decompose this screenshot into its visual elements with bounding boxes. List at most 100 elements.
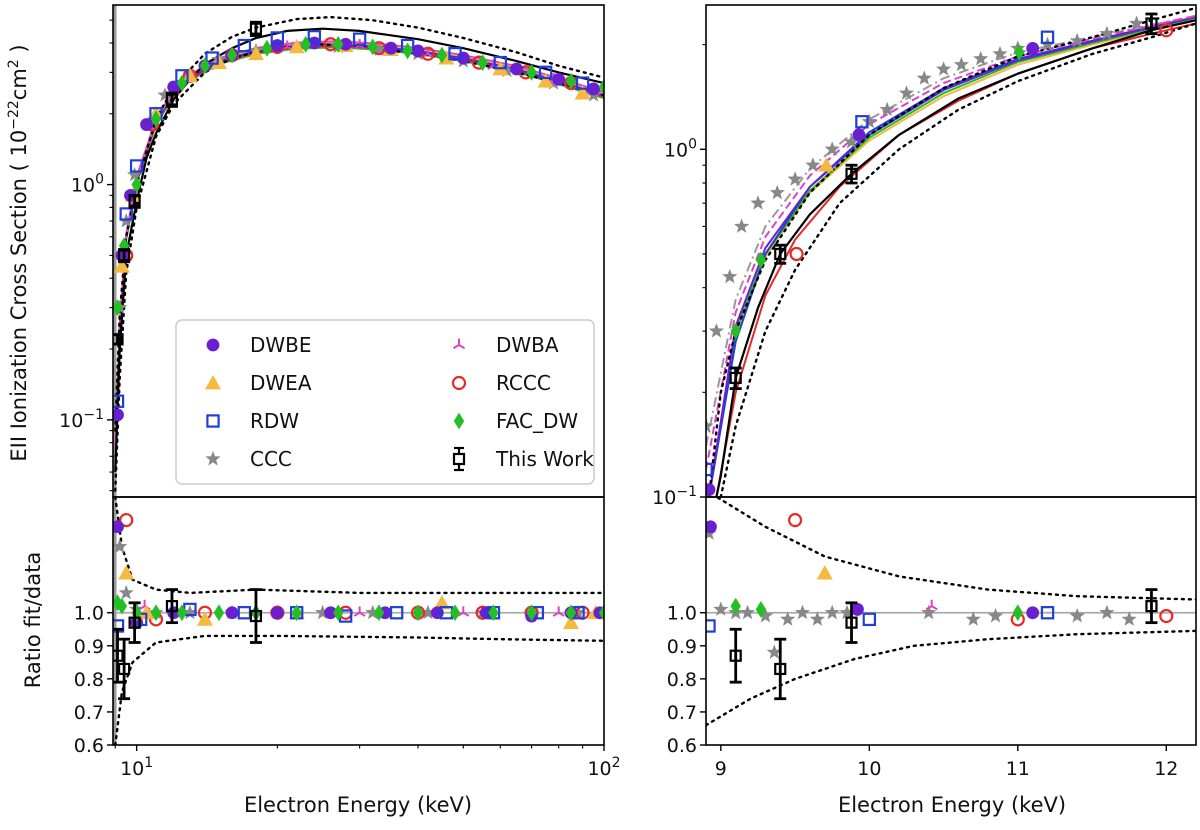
point-ccc-3 — [734, 218, 750, 233]
y-tick-label-2: 0.8 — [667, 669, 697, 691]
point-ccc-9 — [420, 604, 436, 620]
point-dwbe-9 — [339, 37, 353, 51]
point-rdw-9 — [352, 32, 367, 46]
point-dwea-11 — [537, 73, 554, 88]
point-fac-dw-14 — [526, 63, 537, 81]
point-rccc-0 — [789, 246, 804, 262]
point-this-work-1 — [117, 637, 131, 701]
point-fac-dw-2 — [131, 176, 142, 194]
point-ccc-14 — [1069, 608, 1085, 623]
point-ccc-7 — [805, 157, 821, 172]
point-ccc-1 — [708, 323, 724, 338]
point-fac-dw-12 — [436, 46, 448, 64]
point-fac-dw-1 — [755, 251, 767, 269]
point-dwba-3 — [457, 606, 470, 617]
point-dwea-0 — [118, 565, 135, 580]
point-rdw-6 — [237, 38, 252, 53]
point-fac-dw-15 — [565, 72, 577, 90]
point-ccc-16 — [1121, 611, 1137, 626]
point-ccc-0 — [706, 418, 714, 433]
right-top-plot-area — [706, 6, 1196, 497]
point-dwea-5 — [247, 45, 264, 61]
point-rdw-7 — [270, 31, 285, 45]
legend-marker-rccc — [451, 375, 467, 391]
fit-dotted-lower — [706, 629, 1196, 727]
x-tick-label-0: 9 — [715, 758, 727, 780]
y-tick-label-1: 0.7 — [74, 702, 104, 724]
point-fac-dw-9 — [333, 35, 344, 53]
point-ccc-6 — [787, 171, 803, 186]
point-dwbe-4 — [167, 80, 181, 94]
point-this-work-4 — [249, 20, 263, 37]
point-ccc-2 — [127, 166, 143, 182]
legend-marker-dwea — [205, 375, 221, 390]
point-dwea-0 — [818, 157, 835, 172]
point-ccc-21 — [1099, 25, 1115, 41]
point-rdw-14 — [575, 76, 590, 90]
point-rdw-5 — [205, 51, 219, 65]
point-fac-dw-0 — [113, 299, 123, 317]
right-bottom-panel: 0.6 0.7 0.8 0.9 1.0 9 10 11 12 — [667, 496, 1197, 780]
point-fac-dw-7 — [291, 604, 302, 622]
point-rdw-1 — [119, 207, 133, 221]
point-fac-dw-4 — [176, 604, 188, 622]
point-dwbe-4 — [270, 606, 284, 620]
point-fac-dw-2 — [1014, 43, 1025, 61]
point-fac-dw-8 — [300, 35, 311, 53]
point-dwbe-2 — [1026, 42, 1040, 55]
point-fac-dw-1 — [118, 237, 130, 255]
point-dwbe-0 — [706, 483, 716, 497]
point-this-work-4 — [249, 588, 263, 644]
fit-dotted-upper — [714, 497, 1196, 601]
point-dwea-0 — [816, 565, 833, 580]
point-fac-dw-4 — [176, 74, 188, 92]
left-top-plot-area — [113, 5, 604, 497]
point-dwea-2 — [196, 611, 213, 626]
point-this-work-3 — [165, 91, 179, 108]
point-fac-dw-3 — [150, 110, 162, 128]
point-ccc-12 — [965, 611, 981, 626]
point-this-work-0 — [729, 627, 742, 684]
point-fac-dw-14 — [565, 604, 577, 622]
fit-purple — [708, 16, 1196, 497]
point-dwea-4 — [433, 594, 450, 610]
point-rccc-0 — [787, 513, 803, 528]
y-tick-label-2: 0.8 — [74, 669, 104, 691]
point-ccc-5 — [766, 644, 782, 659]
point-ccc-7 — [794, 604, 811, 620]
point-this-work-0 — [729, 366, 742, 391]
point-fac-dw-3 — [150, 604, 162, 622]
y-tick-label-0: 0.6 — [667, 735, 697, 757]
point-ccc-4 — [182, 604, 198, 620]
legend-marker-dwba — [452, 338, 466, 350]
legend-label-ccc: CCC — [250, 447, 292, 471]
point-ccc-12 — [898, 85, 915, 100]
point-this-work-2 — [128, 193, 141, 209]
point-fac-dw-6 — [226, 46, 238, 64]
point-dwbe-3 — [140, 118, 153, 131]
point-fac-dw-13 — [477, 54, 488, 72]
point-ccc-8 — [809, 611, 825, 626]
y-tick-label-1: 0.7 — [667, 702, 697, 724]
point-ccc-7 — [315, 604, 331, 620]
point-dwbe-3 — [225, 606, 239, 620]
legend-marker-ccc — [205, 451, 221, 466]
point-ccc-11 — [879, 101, 895, 117]
point-fac-dw-12 — [488, 604, 499, 622]
point-rdw-0 — [706, 619, 716, 633]
point-fac-dw-15 — [598, 604, 604, 622]
y-tick-label-3: 0.9 — [74, 636, 104, 658]
right-bottom-plot-area — [706, 497, 1196, 727]
legend-box — [175, 319, 595, 485]
point-dwea-4 — [210, 54, 227, 70]
fit-green — [708, 17, 1196, 497]
fit-gray-dashdot — [706, 14, 1196, 447]
right-x-axis-label: Electron Energy (keV) — [838, 793, 1066, 817]
point-fac-dw-5 — [213, 604, 225, 622]
point-fac-dw-2 — [1012, 604, 1024, 622]
point-fac-dw-8 — [333, 604, 344, 622]
right-top-panel: 10−1 100 — [652, 4, 1197, 509]
point-fac-dw-16 — [598, 78, 604, 96]
point-fac-dw-5 — [199, 57, 211, 75]
y-tick-label-1: 100 — [71, 172, 104, 197]
